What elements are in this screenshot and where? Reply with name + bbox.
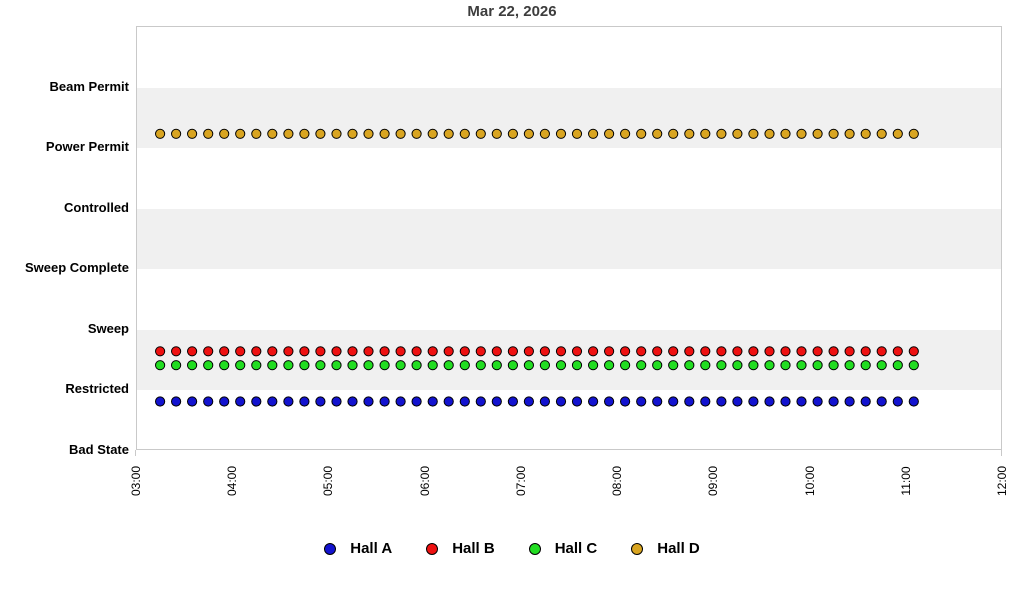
- legend-item-hall-c: Hall C: [528, 540, 598, 557]
- y-axis-label-sweep: Sweep: [87, 321, 129, 336]
- x-axis-tick-1000: 10:00: [803, 465, 817, 497]
- band-sweep-complete: [137, 208, 1001, 270]
- x-axis-tick-0600: 06:00: [418, 465, 432, 497]
- x-axis-tick-0500: 05:00: [321, 465, 335, 497]
- legend-item-hall-d: Hall D: [631, 540, 700, 557]
- legend-label-hall-b: Hall B: [452, 540, 495, 557]
- chart-legend: Hall A Hall B Hall C Hall D: [0, 540, 1024, 557]
- y-axis-label-power-permit: Power Permit: [45, 139, 129, 154]
- scatter-dots: [155, 128, 919, 407]
- legend-item-hall-b: Hall B: [426, 540, 495, 557]
- x-axis-tick-0800: 08:00: [610, 465, 624, 497]
- y-axis-label-bad-state: Bad State: [69, 442, 129, 457]
- x-axis-tick-1100: 11:00: [899, 466, 913, 496]
- plot-area: [136, 26, 1002, 450]
- legend-label-hall-a: Hall A: [350, 540, 393, 557]
- x-axis-tick-0300: 03:00: [129, 465, 143, 497]
- band-restricted: [137, 329, 1001, 391]
- legend-label-hall-d: Hall D: [657, 540, 700, 557]
- legend-label-hall-c: Hall C: [554, 540, 598, 557]
- chart-title: Mar 22, 2026: [467, 3, 557, 20]
- x-axis-tick-0900: 09:00: [706, 465, 720, 497]
- y-axis-label-controlled: Controlled: [64, 200, 129, 215]
- x-axis-tick-1200: 12:00: [995, 465, 1009, 497]
- y-axis-label-sweep-complete: Sweep Complete: [24, 260, 129, 275]
- hall-b-dot-icon: [426, 542, 439, 555]
- x-axis-tick-0700: 07:00: [514, 465, 528, 497]
- hall-c-dot-icon: [528, 542, 541, 555]
- legend-item-hall-a: Hall A: [324, 540, 392, 557]
- x-axis-tick-0400: 04:00: [225, 465, 239, 497]
- y-axis-label-beam-permit: Beam Permit: [49, 79, 129, 94]
- hall-d-dot-icon: [631, 542, 644, 555]
- hall-a-dot-icon: [324, 542, 337, 555]
- x-axis-end-tick-left: [135, 450, 136, 456]
- x-axis-end-tick-right: [1001, 450, 1002, 456]
- band-power-permit: [137, 87, 1001, 149]
- y-axis-label-restricted: Restricted: [65, 381, 129, 396]
